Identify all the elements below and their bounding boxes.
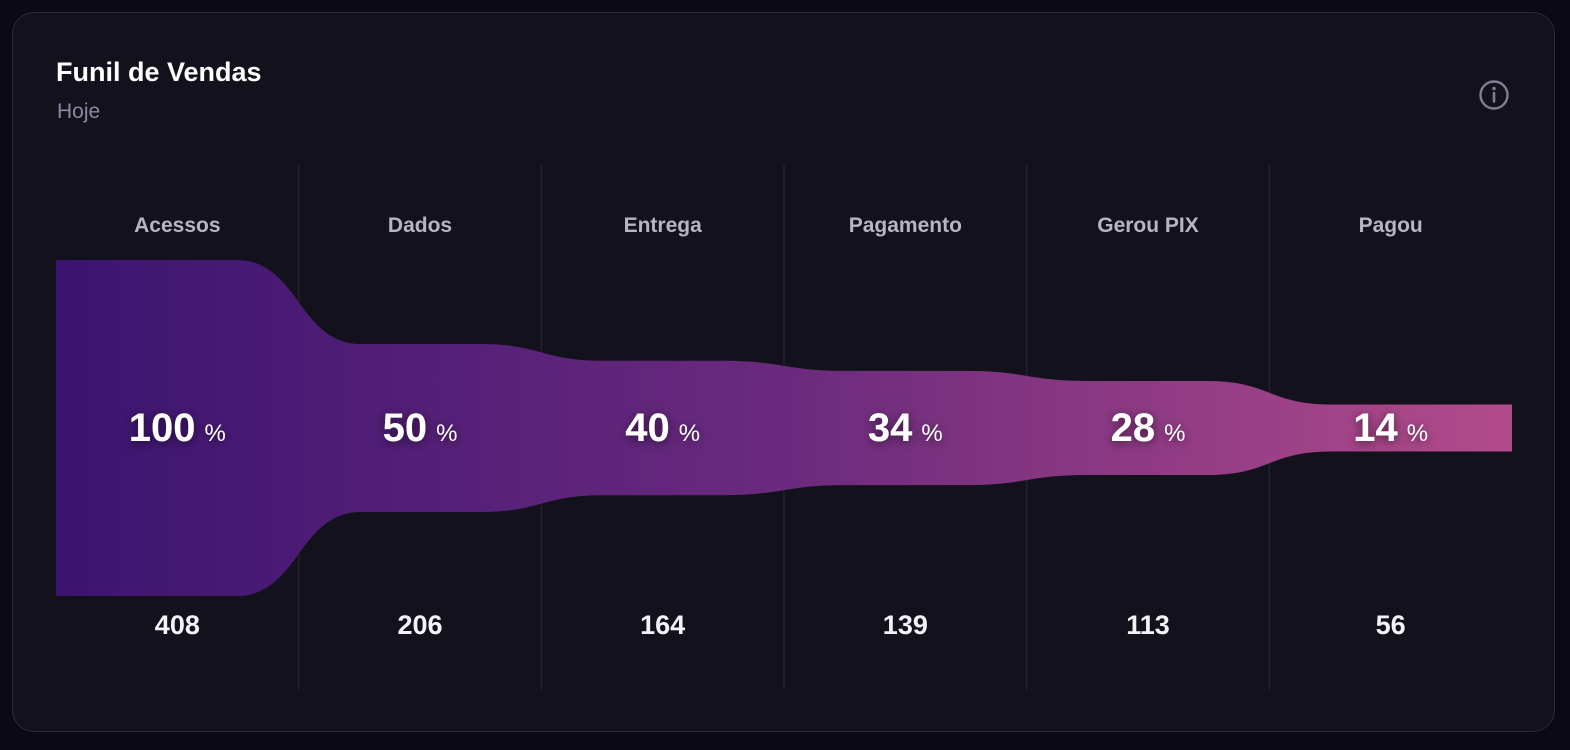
stage-percent: 40% xyxy=(625,406,700,450)
percent-value: 50 xyxy=(383,406,428,450)
funnel-shape xyxy=(56,260,1512,596)
percent-unit: % xyxy=(1164,420,1185,447)
card-title: Funil de Vendas xyxy=(56,57,262,87)
stage-count: 113 xyxy=(1126,610,1170,640)
percent-unit: % xyxy=(205,420,226,447)
percent-value: 100 xyxy=(129,406,196,450)
stage-percent: 28% xyxy=(1111,406,1186,450)
percent-value: 40 xyxy=(625,406,670,450)
stage-label: Dados xyxy=(388,214,452,237)
stage-count: 408 xyxy=(155,610,200,640)
stage-label: Pagamento xyxy=(849,214,962,237)
stage-count: 139 xyxy=(883,610,928,640)
percent-value: 28 xyxy=(1111,406,1156,450)
stage-label: Acessos xyxy=(134,214,220,237)
percent-unit: % xyxy=(679,420,700,447)
stage-label: Entrega xyxy=(624,214,703,237)
stage-percent: 100% xyxy=(129,406,226,450)
stage-label: Pagou xyxy=(1359,214,1423,237)
percent-unit: % xyxy=(1407,420,1428,447)
stage-count: 56 xyxy=(1376,610,1406,640)
percent-value: 34 xyxy=(868,406,913,450)
percent-unit: % xyxy=(436,420,457,447)
stage-percent: 50% xyxy=(383,406,458,450)
stage-count: 206 xyxy=(397,610,442,640)
stage-percent: 34% xyxy=(868,406,943,450)
card-subtitle: Hoje xyxy=(57,100,101,123)
count-labels: 408 206 164 139 113 56 xyxy=(155,610,1406,640)
percent-labels: 100% 50% 40% 34% 28% 14% xyxy=(129,406,1428,450)
percent-unit: % xyxy=(921,420,942,447)
stage-percent: 14% xyxy=(1353,406,1428,450)
stage-labels: Acessos Dados Entrega Pagamento Gerou PIX Pag… xyxy=(134,214,1423,237)
stage-count: 164 xyxy=(640,610,685,640)
percent-value: 14 xyxy=(1353,406,1398,450)
info-circle-icon xyxy=(1479,80,1509,110)
stage-label: Gerou PIX xyxy=(1097,214,1199,237)
info-button[interactable] xyxy=(1478,79,1510,111)
